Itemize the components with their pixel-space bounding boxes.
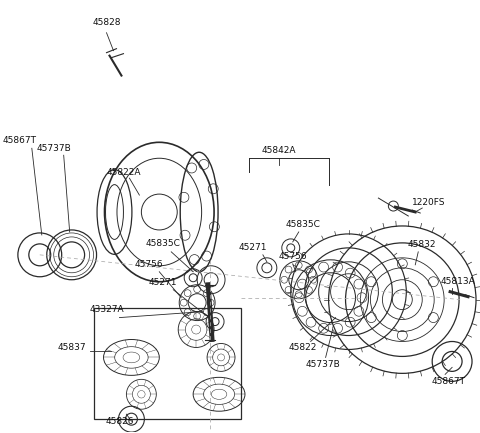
Text: 45867T: 45867T <box>431 377 465 386</box>
Text: 45835C: 45835C <box>146 239 181 249</box>
Text: 45822A: 45822A <box>106 168 141 177</box>
Text: 45837: 45837 <box>57 343 86 352</box>
Text: 43327A: 43327A <box>89 305 124 314</box>
Text: 45832: 45832 <box>408 240 436 249</box>
Text: 45867T: 45867T <box>3 136 37 145</box>
Bar <box>94 307 241 419</box>
Text: 1220FS: 1220FS <box>411 197 445 207</box>
Text: 45828: 45828 <box>92 18 121 27</box>
Text: 45842A: 45842A <box>262 146 296 155</box>
Text: 45826: 45826 <box>105 417 134 426</box>
Text: 45756: 45756 <box>135 260 164 269</box>
Text: 45822: 45822 <box>288 343 317 352</box>
Text: 45271: 45271 <box>239 243 267 252</box>
Text: 45835C: 45835C <box>285 220 320 229</box>
Text: 45813A: 45813A <box>441 277 476 286</box>
Text: 45271: 45271 <box>149 278 178 287</box>
Text: 45756: 45756 <box>278 252 307 262</box>
Text: 45737B: 45737B <box>305 360 340 369</box>
Text: 45737B: 45737B <box>36 144 71 153</box>
